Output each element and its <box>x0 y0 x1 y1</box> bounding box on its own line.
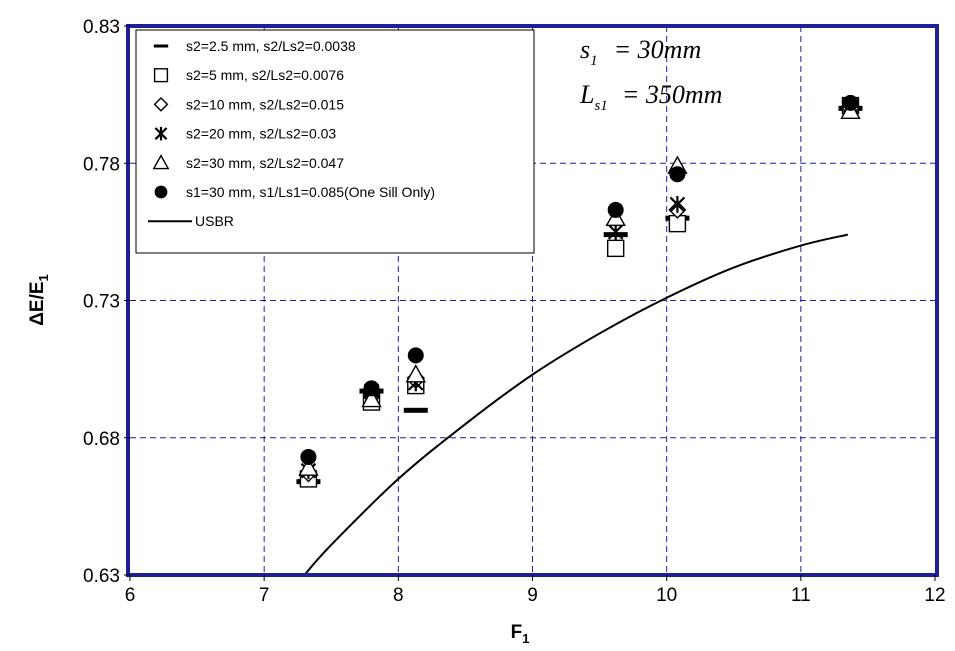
y-tick-label: 0.68 <box>83 429 120 450</box>
annotation-s1-sub: 1 <box>590 53 598 69</box>
x-axis-title-sub: 1 <box>522 631 529 646</box>
circle-point <box>363 380 380 397</box>
y-tick-label: 0.83 <box>83 17 120 38</box>
annotation-ls1-sub: s1 <box>594 98 607 114</box>
x-tick-label: 9 <box>527 585 538 606</box>
svg-text:F1: F1 <box>511 622 530 646</box>
legend-items: s2=2.5 mm, s2/Ls2=0.0038 s2=5 mm, s2/Ls2=… <box>148 38 435 229</box>
circle-point <box>607 201 624 218</box>
x-tick-label: 12 <box>924 585 945 606</box>
y-axis-title: ΔE/E1 <box>27 274 51 326</box>
legend-triangle-marker <box>152 154 170 170</box>
triangle-point <box>405 364 426 383</box>
usbr-curve-layer <box>303 233 849 576</box>
legend-star-marker <box>154 126 168 141</box>
legend-label: s2=10 mm, s2/Ls2=0.015 <box>186 96 344 112</box>
annotation-s1-eq: = 30mm <box>614 35 702 64</box>
axis-ticks: 6 7 8 9 10 11 12 0.63 0.68 0.73 0.78 0.83 <box>83 17 946 606</box>
svg-text:s1= 30mm: s1 = 30mm <box>580 35 701 69</box>
legend-label: s2=5 mm, s2/Ls2=0.0076 <box>186 67 344 83</box>
data-marks <box>296 94 863 488</box>
svg-text:ΔE/E1: ΔE/E1 <box>27 274 51 326</box>
legend-label: s2=30 mm, s2/Ls2=0.047 <box>186 155 344 171</box>
x-axis-title: F1 <box>511 622 530 646</box>
y-tick-label: 0.73 <box>83 292 120 313</box>
legend-label: s2=2.5 mm, s2/Ls2=0.0038 <box>186 38 356 54</box>
legend-label: s1=30 mm, s1/Ls1=0.085(One Sill Only) <box>186 184 435 200</box>
legend-box <box>135 29 535 254</box>
x-tick-label: 7 <box>259 585 270 606</box>
legend-label: s2=20 mm, s2/Ls2=0.03 <box>186 126 336 142</box>
legend-circle-marker <box>154 185 168 199</box>
square-point <box>606 239 625 258</box>
legend: s2=2.5 mm, s2/Ls2=0.0038 s2=5 mm, s2/Ls2=… <box>135 29 535 254</box>
y-tick-label: 0.63 <box>83 566 120 587</box>
x-tick-label: 6 <box>125 585 136 606</box>
x-tick-label: 11 <box>791 585 811 606</box>
annotation-ls1: Ls1 = 350mm <box>579 80 722 114</box>
x-tick-label: 10 <box>656 585 677 606</box>
usbr-curve <box>303 233 849 576</box>
svg-text:Ls1= 350mm: Ls1 = 350mm <box>579 80 722 114</box>
annotation-ls1-var: L <box>579 80 594 109</box>
circle-point <box>300 448 317 465</box>
star-point <box>669 196 686 213</box>
y-axis-title-main: ΔE/E <box>27 281 48 325</box>
x-axis-title-main: F <box>511 622 523 643</box>
annotation-s1-var: s <box>580 35 590 64</box>
legend-diamond-marker <box>153 97 169 112</box>
star-point <box>607 223 624 241</box>
y-tick-label: 0.78 <box>83 154 120 175</box>
annotation-ls1-eq: = 350mm <box>622 80 723 109</box>
circle-point <box>407 347 424 364</box>
legend-dash-marker <box>153 44 169 48</box>
y-axis-title-sub: 1 <box>36 274 51 281</box>
dash-point <box>403 407 428 413</box>
legend-square-marker <box>153 68 169 83</box>
circle-point <box>669 166 686 183</box>
circle-point <box>842 94 859 111</box>
triangle-point <box>361 388 382 408</box>
annotation-s1: s1 = 30mm <box>580 35 701 69</box>
legend-label: USBR <box>195 213 234 229</box>
x-tick-label: 8 <box>393 585 404 606</box>
triangle-point <box>298 457 319 476</box>
